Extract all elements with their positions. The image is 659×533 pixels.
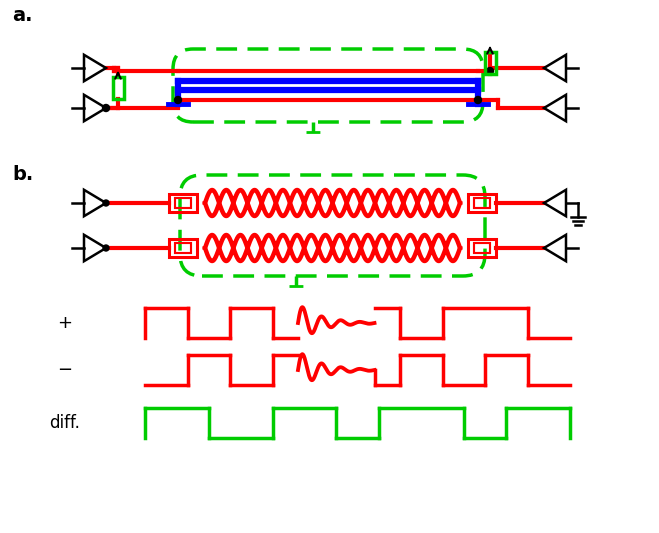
Bar xyxy=(474,198,490,208)
Circle shape xyxy=(486,68,494,75)
Circle shape xyxy=(103,245,109,251)
Bar xyxy=(169,194,197,212)
Bar xyxy=(169,239,197,257)
Circle shape xyxy=(474,96,482,103)
Bar xyxy=(175,198,190,208)
Bar xyxy=(484,52,496,74)
Circle shape xyxy=(175,96,181,103)
Bar xyxy=(175,243,190,253)
Text: +: + xyxy=(57,314,72,332)
Bar xyxy=(474,243,490,253)
Text: −: − xyxy=(57,361,72,379)
Bar xyxy=(113,77,123,99)
Bar xyxy=(468,239,496,257)
Text: diff.: diff. xyxy=(49,414,80,432)
Text: a.: a. xyxy=(12,6,32,25)
Circle shape xyxy=(103,104,109,111)
Bar xyxy=(468,194,496,212)
Circle shape xyxy=(103,200,109,206)
Text: b.: b. xyxy=(12,165,33,184)
